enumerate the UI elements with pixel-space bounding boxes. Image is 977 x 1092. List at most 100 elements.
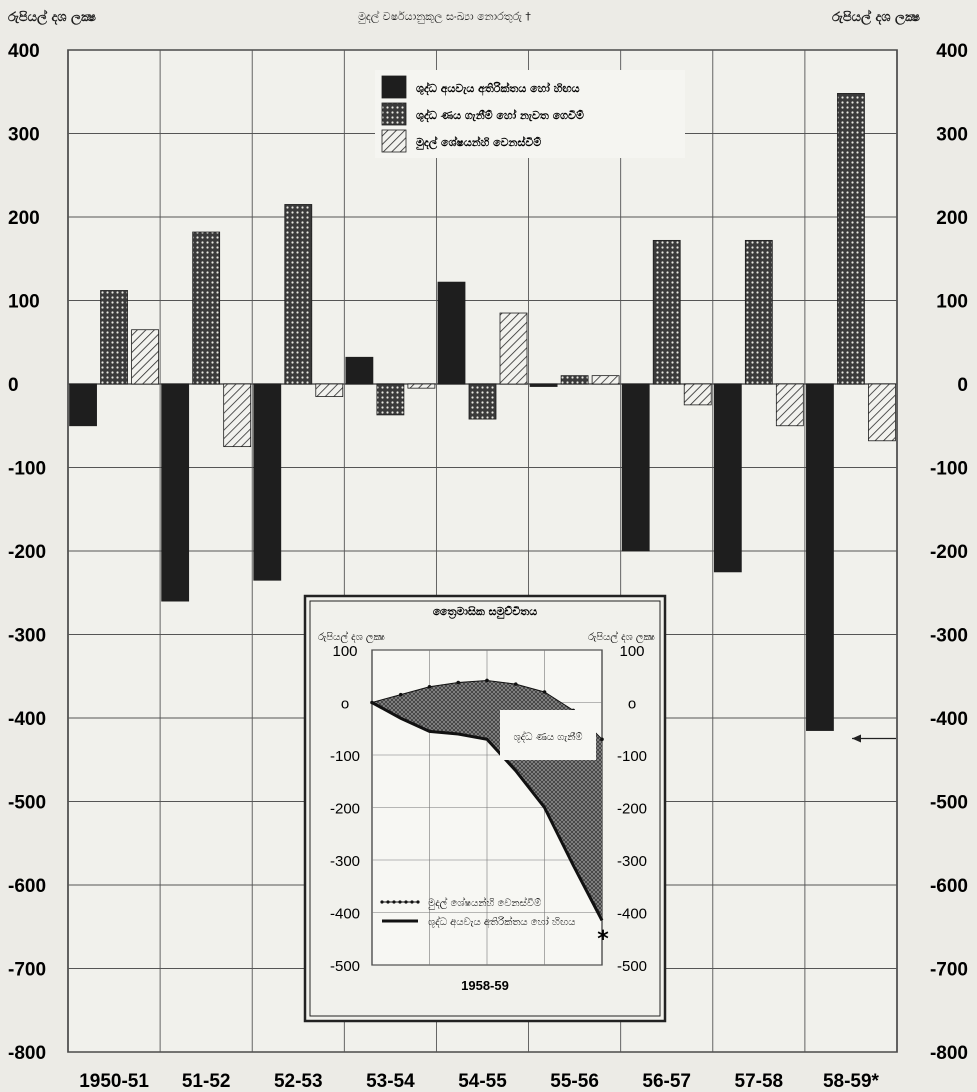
x-tick-label: 55-56 — [550, 1071, 599, 1092]
y-tick-right: 400 — [936, 41, 968, 62]
inset-y-tick-right: -200 — [617, 801, 647, 818]
inset-chart: ත්‍රෛමාසික සමුච්චිතය රුපියල් දශ ලක්‍ෂ රුපි… — [303, 594, 667, 1023]
bar-diagonal-4 — [499, 312, 528, 385]
inset-legend-dot — [380, 900, 384, 904]
bar-solid-6 — [621, 383, 650, 552]
y-tick-left: 200 — [8, 208, 40, 229]
legend-label: ශුද්ධ අයවැය අතිරික්තය හෝ හිඟය — [416, 81, 580, 96]
bar-diagonal-5 — [591, 375, 620, 385]
bar-crosshatch-8 — [837, 93, 865, 385]
bar-diagonal-2 — [315, 383, 344, 397]
inset-solid-line — [371, 701, 604, 922]
x-tick-label: 52-53 — [274, 1071, 323, 1092]
inset-dot-point — [398, 692, 403, 697]
bar-solid-8 — [806, 383, 834, 731]
inset-y-tick-right: o — [628, 696, 636, 713]
inset-left-unit: රුපියල් දශ ලක්‍ෂ — [318, 630, 386, 643]
y-tick-right: 0 — [957, 375, 968, 396]
bar-crosshatch-2 — [284, 204, 313, 385]
arrow-head — [852, 734, 861, 743]
y-tick-left: -400 — [8, 709, 46, 730]
bar-crosshatch-5 — [560, 375, 589, 385]
legend-swatch-diagonal — [381, 129, 407, 153]
inset-y-tick-left: -300 — [330, 853, 360, 870]
inset-y-tick-right: -100 — [617, 748, 647, 765]
x-tick-label: 53-54 — [366, 1071, 415, 1092]
y-tick-left: -500 — [8, 793, 46, 814]
inset-right-unit: රුපියල් දශ ලක්‍ෂ — [588, 630, 656, 643]
y-tick-right: -300 — [930, 626, 968, 647]
inset-y-tick-left: -400 — [330, 906, 360, 923]
x-tick-label: 56-57 — [642, 1071, 691, 1092]
bar-solid-7 — [713, 383, 742, 573]
inset-dot-point — [513, 682, 518, 686]
y-tick-right: -600 — [930, 876, 968, 897]
bar-diagonal-7 — [775, 383, 804, 427]
y-tick-right: -200 — [930, 542, 968, 563]
x-tick-label: 58-59* — [823, 1071, 880, 1092]
bar-crosshatch-3 — [376, 383, 405, 416]
inset-legend-dot — [386, 900, 390, 904]
inset-legend-dot — [398, 900, 402, 904]
inset-legend-dot — [416, 900, 420, 904]
inset-dot-point — [456, 680, 461, 685]
y-tick-right: -700 — [930, 960, 968, 981]
bar-diagonal-0 — [131, 329, 159, 385]
bar-solid-4 — [437, 281, 466, 385]
inset-legend-dot — [404, 900, 408, 904]
header-note: මුදල් වර්ෂයානුකූල සංඛ්‍යා නොරතුරු † — [358, 10, 531, 23]
inset-legend-dot — [392, 900, 396, 904]
inset-y-tick-left: -200 — [330, 801, 360, 818]
bar-crosshatch-0 — [100, 290, 128, 385]
bar-crosshatch-7 — [744, 239, 773, 385]
inset-y-tick-left: o — [341, 696, 349, 713]
y-tick-left: -100 — [8, 459, 46, 480]
inset-y-tick-left: -100 — [330, 748, 360, 765]
x-tick-label: 1950-51 — [79, 1071, 149, 1092]
inset-x-label: 1958-59 — [461, 978, 509, 993]
inset-dot-point — [542, 690, 547, 694]
y-tick-left: 100 — [8, 292, 40, 313]
bar-solid-3 — [345, 356, 374, 385]
y-tick-left: -300 — [8, 626, 46, 647]
inset-area-label-box — [500, 710, 596, 760]
inset-dot-point — [370, 700, 374, 705]
inset-y-tick-right: -400 — [617, 906, 647, 923]
inset-asterisk: * — [597, 927, 609, 952]
inset-area-label: ශුද්ධ ණය ගැනීම් — [513, 730, 582, 743]
inset-y-tick-left: 100 — [332, 643, 357, 660]
inset-y-tick-left: -500 — [330, 958, 360, 975]
inset-y-tick-right: 100 — [619, 643, 644, 660]
x-tick-label: 51-52 — [182, 1071, 231, 1092]
y-tick-left: -600 — [8, 876, 46, 897]
y-tick-left: -700 — [8, 960, 46, 981]
inset-y-tick-right: -500 — [617, 958, 647, 975]
right-unit-label: රුපියල් දශ ලක්‍ෂ — [832, 10, 920, 25]
bar-solid-2 — [253, 383, 282, 581]
inset-dot-point — [427, 684, 432, 689]
inset-inner-frame — [309, 600, 661, 1017]
bar-solid-5 — [529, 383, 558, 387]
bar-crosshatch-1 — [192, 231, 221, 385]
inset-legend-dot — [410, 900, 414, 904]
y-tick-right: 100 — [936, 292, 968, 313]
y-tick-left: 300 — [8, 125, 40, 146]
y-tick-right: 200 — [936, 208, 968, 229]
inset-legend-label: ශුද්ධ අයවැය අතිරික්තය හෝ හිඟය — [428, 915, 575, 928]
bar-crosshatch-4 — [468, 383, 497, 420]
y-tick-right: 300 — [936, 125, 968, 146]
bar-diagonal-6 — [683, 383, 712, 406]
y-tick-left: 400 — [8, 41, 40, 62]
y-tick-left: 0 — [8, 375, 19, 396]
inset-dot-point — [600, 737, 604, 742]
x-tick-label: 57-58 — [735, 1071, 784, 1092]
bar-solid-0 — [69, 383, 97, 427]
x-tick-label: 54-55 — [458, 1071, 507, 1092]
inset-y-tick-right: -300 — [617, 853, 647, 870]
y-tick-left: -200 — [8, 542, 46, 563]
legend: ශුද්ධ අයවැය අතිරික්තය හෝ හිඟය ශුද්ධ ණය ගැ… — [375, 70, 685, 158]
legend-swatch-crosshatch — [381, 102, 407, 126]
bar-diagonal-1 — [223, 383, 252, 448]
bar-diagonal-3 — [407, 383, 436, 389]
